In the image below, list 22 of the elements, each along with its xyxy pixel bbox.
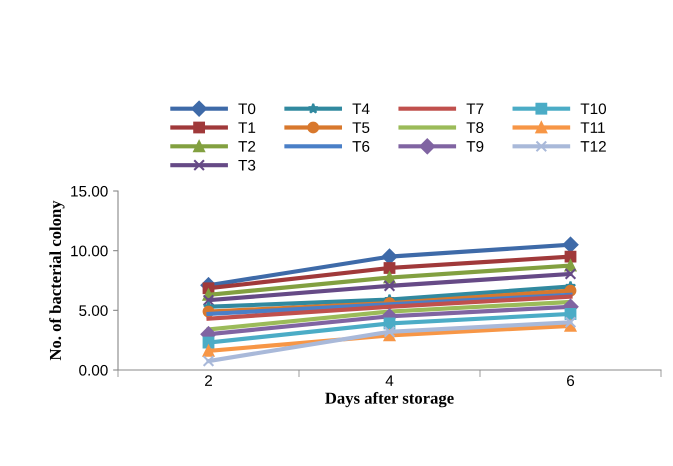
legend-label: T5 [352, 122, 370, 133]
y-tick-label: 10.00 [71, 246, 108, 256]
legend-label: T1 [238, 122, 256, 133]
legend-label: T2 [238, 141, 256, 152]
legend-label: T6 [352, 141, 370, 152]
legend-label: T8 [466, 122, 484, 133]
y-axis-title: No. of bacterial colony [49, 200, 64, 360]
y-tick-label: 15.00 [71, 186, 108, 197]
y-tick-label: 5.00 [79, 305, 108, 316]
legend-label: T4 [352, 104, 370, 114]
x-tick-label: 2 [205, 375, 212, 386]
x-axis-title: Days after storage [325, 392, 454, 408]
legend-label: T10 [580, 103, 606, 114]
legend-label: T12 [580, 141, 606, 152]
legend-label: T0 [238, 103, 256, 114]
legend-label: T9 [466, 141, 484, 152]
legend-label: T3 [238, 160, 256, 171]
x-tick-label: 6 [567, 375, 574, 386]
y-tick-label: 0.00 [79, 364, 108, 376]
x-tick-label: 4 [386, 375, 394, 386]
legend-label: T11 [580, 122, 605, 133]
legend-label: T7 [466, 104, 484, 114]
